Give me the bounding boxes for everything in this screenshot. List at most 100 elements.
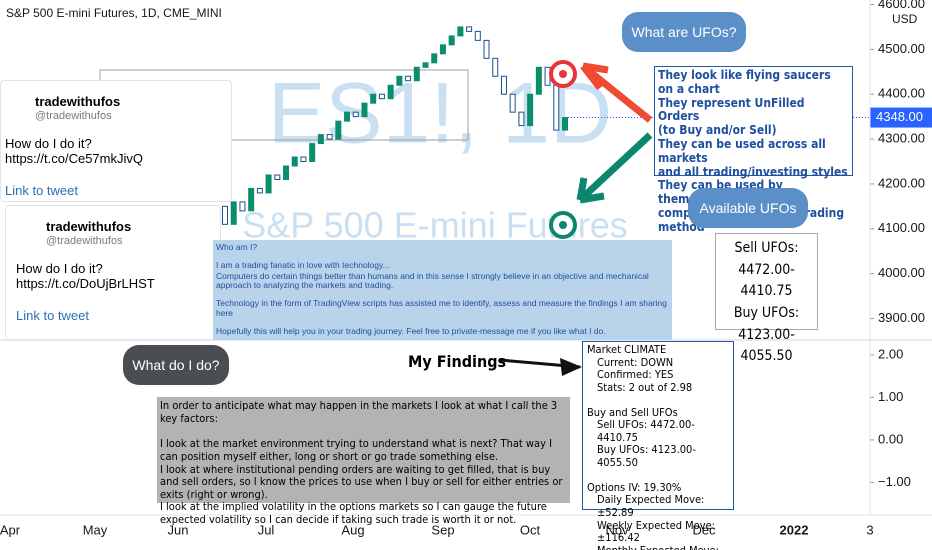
candle xyxy=(256,187,263,194)
candle xyxy=(291,156,298,167)
tweet-link[interactable]: Link to tweet xyxy=(16,308,89,324)
bubble: What do I do? xyxy=(123,345,229,385)
ufo-line: They represent UnFilled Orders xyxy=(658,95,805,124)
candle xyxy=(352,111,359,118)
finding-line: Current: DOWN xyxy=(597,355,674,369)
tweet-name: tradewithufos xyxy=(35,94,121,109)
chart-title: S&P 500 E-mini Futures, 1D, CME_MINI xyxy=(6,6,222,20)
y-tick-label: 4100.00 xyxy=(878,220,925,235)
tweet-name: tradewithufos xyxy=(46,219,132,234)
findings-title: My Findings xyxy=(408,352,507,371)
x-tick-label: Oct xyxy=(520,522,541,537)
candle xyxy=(518,111,525,127)
method-line: In order to anticipate what may happen i… xyxy=(160,399,558,425)
currency: USD xyxy=(892,12,918,26)
finding-line: Market CLIMATE xyxy=(587,343,667,356)
finding-line: Monthly Expected Move: ±242.36 xyxy=(587,544,729,550)
candle xyxy=(562,117,568,131)
x-tick-label: Aug xyxy=(341,522,364,537)
about-line: Hopefully this will help you in your tra… xyxy=(216,325,606,336)
findings-box: Market CLIMATE Current: DOWN Confirmed: YE… xyxy=(582,341,734,550)
candle xyxy=(274,174,281,180)
tweet-card: tradewithufos @tradewithufos How do I do… xyxy=(5,205,221,340)
ufo-line: They can be used across all markets xyxy=(658,136,826,165)
x-tick-label: Jul xyxy=(258,522,275,537)
bubble: What are UFOs? xyxy=(622,12,746,52)
ufo-line: and all trading/investing styles xyxy=(658,164,848,179)
black-arrow-head xyxy=(560,358,582,376)
last-price-label: 4348.00 xyxy=(876,109,923,124)
candle xyxy=(361,102,368,118)
about-line: Computers do certain things better than … xyxy=(216,270,649,291)
about-line: Who am I? xyxy=(216,242,258,252)
ufo-line: They look like flying saucers on a chart xyxy=(658,68,831,96)
x-tick-label: Nov xyxy=(605,522,629,537)
tweet-card: tradewithufos @tradewithufos How do I do… xyxy=(0,80,232,202)
x-tick-label: Jun xyxy=(168,522,189,537)
candle xyxy=(222,205,228,225)
finding-line: Stats: 2 out of 2.98 xyxy=(597,380,693,394)
x-tick-label: May xyxy=(83,522,108,537)
about-line: I am a trading fanatic in love with tech… xyxy=(216,259,390,270)
finding-line: Buy UFOs: 4123.00-4055.50 xyxy=(597,443,696,470)
available-line: 4123.00-4055.50 xyxy=(738,326,795,365)
candle xyxy=(535,66,542,95)
candle xyxy=(474,30,481,41)
y2-tick-label: 1.00 xyxy=(878,389,903,404)
ufo-line: (to Buy and/or Sell) xyxy=(658,123,777,138)
candle xyxy=(317,134,324,145)
available-line: Buy UFOs: xyxy=(733,305,800,322)
candle xyxy=(492,57,499,77)
available-line: 4472.00-4410.75 xyxy=(738,261,795,300)
candle xyxy=(344,111,351,122)
candle xyxy=(378,93,385,100)
y-tick-label: 4000.00 xyxy=(878,265,925,280)
candle xyxy=(265,174,272,194)
candle xyxy=(466,26,473,32)
method-line: I look at where institutional pending or… xyxy=(160,462,563,501)
tweet-text: How do I do it? https://t.co/DoUjBrLHST xyxy=(16,260,155,291)
target-green-dot xyxy=(559,221,567,229)
candle xyxy=(326,134,333,140)
tweet-handle: @tradewithufos xyxy=(35,109,112,122)
candle xyxy=(405,75,412,82)
candle xyxy=(457,26,464,37)
target-red-dot xyxy=(559,70,567,78)
last-price-tag xyxy=(870,107,932,128)
y-tick-label: 4400.00 xyxy=(878,86,925,101)
x-tick-label: Apr xyxy=(0,522,21,537)
x-tick-label: Sep xyxy=(431,522,454,537)
candle xyxy=(309,143,316,163)
bubble: Available UFOs xyxy=(688,188,808,228)
candle xyxy=(422,62,429,68)
spacer xyxy=(587,470,729,482)
method-line: I look at the market environment trying … xyxy=(160,437,552,463)
y-tick-label: 4300.00 xyxy=(878,131,925,146)
candle xyxy=(248,187,255,212)
candle xyxy=(396,75,403,86)
finding-line: Buy and Sell UFOs xyxy=(587,405,678,419)
ufo-info: They look like flying saucers on a chart… xyxy=(654,66,853,234)
candle xyxy=(335,120,342,140)
method-line: I look at the implied volatility in the … xyxy=(160,500,547,527)
y-tick-label: 3900.00 xyxy=(878,310,925,325)
candle xyxy=(230,201,237,225)
tweet-link[interactable]: Link to tweet xyxy=(5,183,78,199)
y-tick-label: 4200.00 xyxy=(878,175,925,190)
candle xyxy=(509,93,516,113)
tweet-handle: @tradewithufos xyxy=(46,234,123,247)
candle xyxy=(387,84,394,100)
spacer xyxy=(587,395,729,407)
finding-line: Confirmed: YES xyxy=(597,368,674,382)
candle xyxy=(431,53,438,64)
candle xyxy=(527,93,534,127)
y-tick-label: 4500.00 xyxy=(878,41,925,56)
x-tick-label: 3 xyxy=(866,522,873,537)
x-tick-label: Dec xyxy=(692,522,716,537)
y2-tick-label: 0.00 xyxy=(878,431,903,446)
candle xyxy=(439,44,446,55)
x-tick-label: 2022 xyxy=(780,522,809,537)
available-ufos: Sell UFOs: 4472.00-4410.75 Buy UFOs: 4123.0… xyxy=(715,233,818,364)
